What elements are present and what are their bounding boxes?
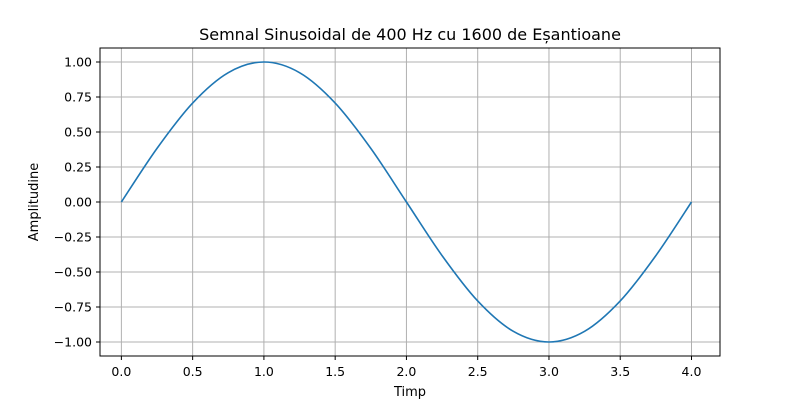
series-layer [120, 61, 693, 343]
x-tick-label: 2.0 [396, 364, 416, 379]
x-tick-label: 0.0 [111, 364, 131, 379]
y-tick-label: 0.75 [64, 90, 92, 105]
y-tick-label: 1.00 [64, 55, 92, 70]
x-tick-label: 1.0 [254, 364, 274, 379]
y-tick-label: −0.25 [54, 230, 92, 245]
y-tick-label: 0.50 [64, 125, 92, 140]
x-tick-label: 3.5 [610, 364, 630, 379]
y-tick-label: −0.75 [54, 300, 92, 315]
series-line [120, 61, 693, 343]
x-tick-label: 0.5 [183, 364, 203, 379]
y-axis-label: Amplitudine [27, 163, 42, 241]
y-tick-label: 0.00 [64, 195, 92, 210]
y-tick-label: 0.25 [64, 160, 92, 175]
chart-title: Semnal Sinusoidal de 400 Hz cu 1600 de E… [199, 25, 621, 44]
ticks: 0.0 0.5 1.0 1.5 2.0 2.5 3.0 3.5 4.0 −1.00 −0.75 −0.… [54, 55, 702, 380]
x-tick-label: 4.0 [682, 364, 702, 379]
x-tick-label: 3.0 [539, 364, 559, 379]
x-tick-label: 2.5 [468, 364, 488, 379]
y-tick-label: −0.50 [54, 265, 92, 280]
x-tick-label: 1.5 [325, 364, 345, 379]
grid [100, 48, 720, 356]
x-axis-label: Timp [393, 385, 426, 400]
y-tick-label: −1.00 [54, 335, 92, 350]
